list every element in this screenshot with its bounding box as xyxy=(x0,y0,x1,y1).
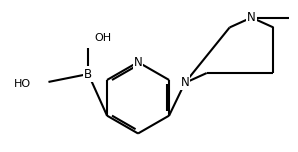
Text: N: N xyxy=(181,76,189,89)
Text: OH: OH xyxy=(94,33,111,43)
Text: HO: HO xyxy=(13,79,31,89)
Text: B: B xyxy=(84,67,92,81)
Text: N: N xyxy=(134,56,142,69)
Text: N: N xyxy=(247,11,256,24)
